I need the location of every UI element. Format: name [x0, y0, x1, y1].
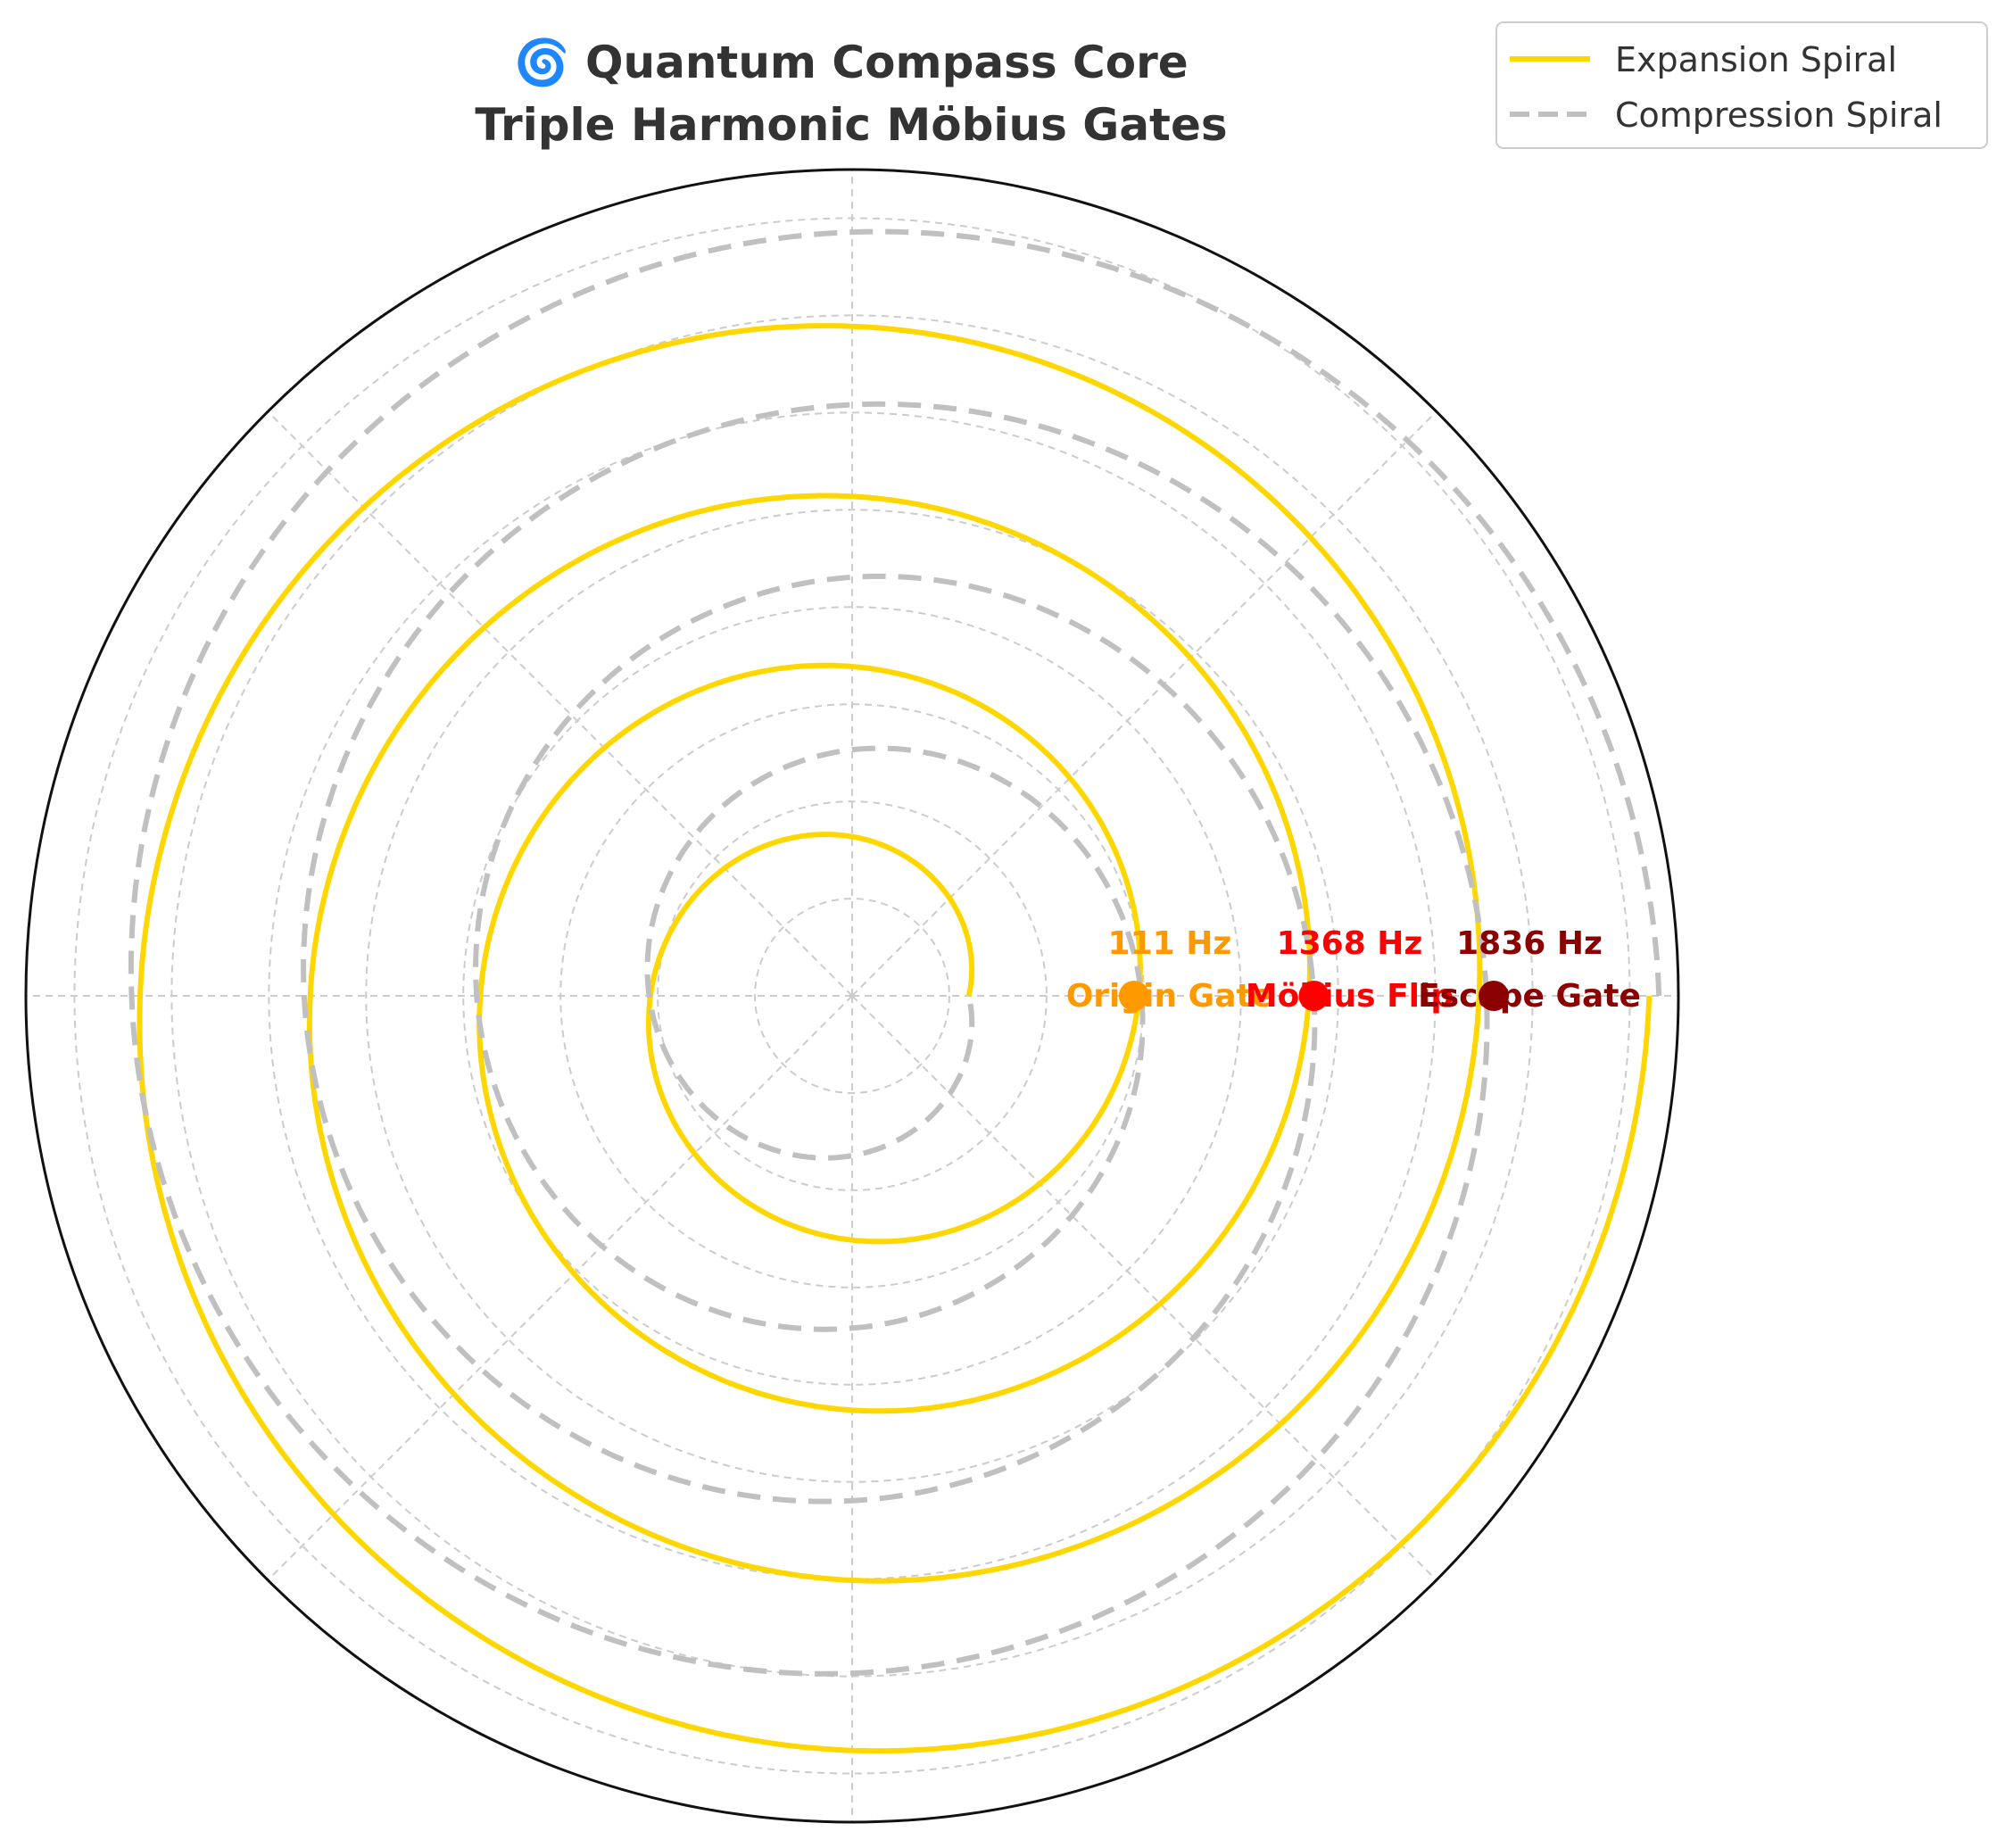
escape-gate-frequency-label: 1836 Hz [1456, 925, 1603, 962]
origin-gate-marker [1118, 981, 1149, 1011]
angular-gridline-225 [267, 995, 853, 1581]
chart-title-line-1: 🌀 Quantum Compass Core [514, 36, 1188, 88]
escape-gate-marker [1479, 981, 1510, 1011]
radial-gridline-1 [754, 898, 950, 1094]
origin-gate-frequency-label: 111 Hz [1108, 925, 1232, 962]
expansion-spiral-line [137, 323, 1653, 1754]
legend: Expansion Spiral Compression Spiral [1495, 21, 1988, 149]
mobius-flip-gate-marker [1298, 981, 1330, 1011]
mobius-flip-gate-name-label: Möbius Flip [1246, 978, 1454, 1015]
radial-gridline-5 [365, 509, 1339, 1483]
angular-gridline-45 [851, 410, 1437, 997]
polar-frame [24, 168, 1680, 1824]
angular-gridline-315 [851, 995, 1437, 1581]
origin-gate-name-label: Origin Gate [1066, 978, 1273, 1015]
legend-label-compression: Compression Spiral [1615, 95, 1943, 135]
escape-gate-name-label: Escape Gate [1418, 978, 1641, 1015]
legend-box [1495, 21, 1988, 149]
legend-label-expansion: Expansion Spiral [1615, 40, 1897, 79]
compression-spiral-line [128, 228, 1662, 1677]
chart-title-line-2: Triple Harmonic Möbius Gates [475, 99, 1227, 151]
mobius-flip-gate-frequency-label: 1368 Hz [1277, 925, 1423, 962]
